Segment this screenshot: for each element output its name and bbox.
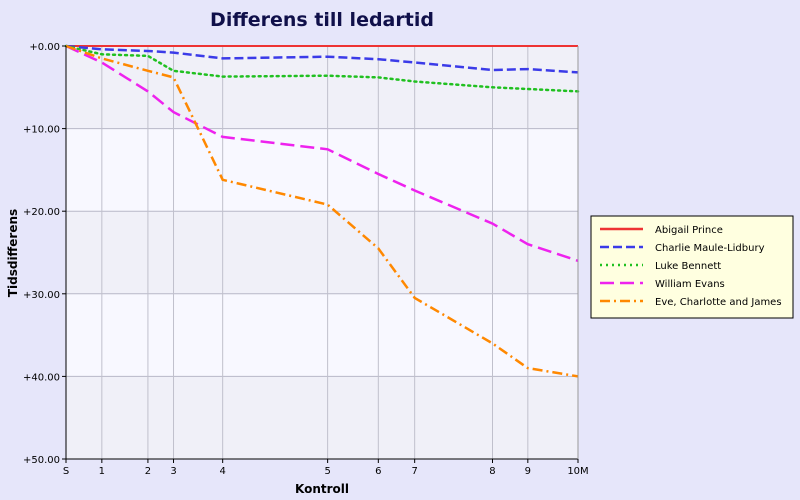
x-tick-label: 4 <box>219 466 225 477</box>
series-line-5 <box>65 44 579 378</box>
y-tick-label: +40.00 <box>23 372 60 383</box>
plot-band <box>66 376 578 459</box>
x-axis-title: Kontroll <box>295 482 349 496</box>
y-tick-label: +30.00 <box>23 290 60 301</box>
plot-band <box>66 211 578 294</box>
legend-label: Charlie Maule-Lidbury <box>655 243 765 254</box>
legend-label: Abigail Prince <box>655 225 723 236</box>
y-tick-label: +10.00 <box>23 125 60 136</box>
y-tick-label: +20.00 <box>23 207 60 218</box>
plot-area <box>66 46 578 459</box>
series-line-3 <box>64 44 580 93</box>
series-lines <box>64 44 580 378</box>
x-tick-label: S <box>63 466 69 477</box>
axes: +0.00 +10.00 +20.00 +30.00 +40.00 +50.00S 1 2 3 4… <box>23 42 589 477</box>
y-tick-label: +50.00 <box>23 455 60 466</box>
series-line-2 <box>65 44 579 74</box>
legend-label: Eve, Charlotte and James <box>655 297 782 308</box>
legend-label: Luke Bennett <box>655 261 721 272</box>
chart-title: Differens till ledartid <box>210 9 434 31</box>
x-tick-label: 1 <box>99 466 105 477</box>
plot-band <box>66 293 578 377</box>
x-tick-label: 3 <box>170 466 176 477</box>
x-tick-label: 7 <box>411 466 417 477</box>
series-line-4 <box>65 44 579 262</box>
x-tick-label: 8 <box>489 466 495 477</box>
y-tick-label: +0.00 <box>29 42 60 53</box>
x-tick-label: 2 <box>145 466 151 477</box>
grid <box>65 45 579 460</box>
y-axis-title: Tidsdifferens <box>6 209 20 297</box>
x-tick-label: 9 <box>525 466 531 477</box>
plot-band <box>66 128 578 212</box>
x-tick-label: 10M <box>567 466 588 477</box>
x-tick-label: 5 <box>324 466 330 477</box>
legend: Abigail Prince Charlie Maule-Lidbury Luke … <box>590 215 794 319</box>
legend-label: William Evans <box>655 279 725 290</box>
x-tick-label: 6 <box>375 466 381 477</box>
